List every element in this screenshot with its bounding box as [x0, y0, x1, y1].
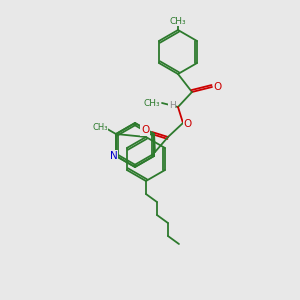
Text: CH₃: CH₃ — [92, 122, 108, 131]
Text: O: O — [184, 119, 192, 129]
Text: N: N — [110, 151, 118, 161]
Text: O: O — [214, 82, 222, 92]
Text: H: H — [169, 100, 176, 109]
Text: CH₃: CH₃ — [170, 16, 186, 26]
Text: O: O — [141, 125, 149, 135]
Text: CH₃: CH₃ — [144, 98, 160, 107]
